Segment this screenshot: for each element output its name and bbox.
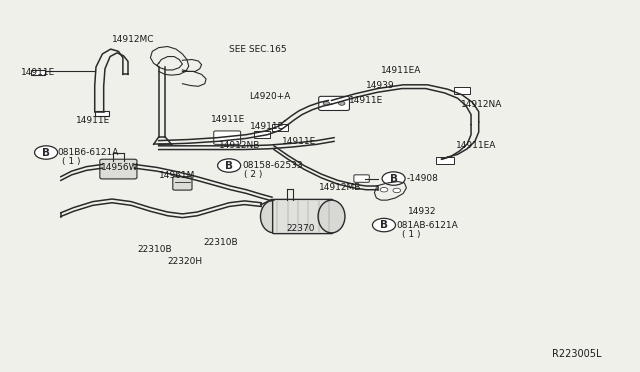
Bar (436, 157, 454, 164)
Bar (272, 124, 288, 131)
Circle shape (380, 187, 388, 192)
Bar (454, 87, 470, 94)
FancyBboxPatch shape (214, 131, 241, 144)
Circle shape (372, 218, 396, 232)
Text: L4920+A: L4920+A (250, 92, 291, 101)
Text: 14912NA: 14912NA (461, 100, 502, 109)
FancyBboxPatch shape (273, 199, 333, 234)
Ellipse shape (260, 200, 287, 233)
Text: R223005L: R223005L (552, 349, 601, 359)
Text: SEE SEC.165: SEE SEC.165 (229, 45, 287, 54)
Text: 14956W: 14956W (101, 163, 139, 172)
Text: B: B (380, 220, 388, 230)
Bar (95, 111, 109, 116)
Text: 14911E: 14911E (250, 122, 284, 131)
FancyBboxPatch shape (100, 159, 137, 179)
Text: 14932: 14932 (408, 207, 437, 216)
Circle shape (382, 172, 405, 185)
Text: 22370: 22370 (287, 224, 316, 233)
Text: ( 1 ): ( 1 ) (62, 157, 81, 166)
Text: ( 1 ): ( 1 ) (402, 230, 420, 239)
Text: B: B (225, 161, 233, 170)
Text: 14939: 14939 (366, 81, 395, 90)
Text: 14911EA: 14911EA (456, 141, 496, 150)
Text: 14911E: 14911E (349, 96, 383, 105)
Text: B: B (42, 148, 50, 157)
Text: 22310B: 22310B (138, 245, 172, 254)
Circle shape (393, 188, 401, 193)
Bar (254, 131, 270, 138)
Text: 14961M: 14961M (159, 171, 195, 180)
Text: 14911E: 14911E (282, 137, 316, 146)
Circle shape (339, 102, 345, 105)
Ellipse shape (318, 200, 345, 233)
Text: 14911EA: 14911EA (381, 66, 421, 75)
Text: 14911E: 14911E (211, 115, 246, 124)
FancyBboxPatch shape (319, 96, 349, 110)
Text: 081B6-6121A: 081B6-6121A (58, 148, 119, 157)
Text: B: B (390, 174, 397, 183)
FancyBboxPatch shape (173, 177, 192, 190)
Text: 14911E: 14911E (20, 68, 55, 77)
Text: 22320H: 22320H (168, 257, 203, 266)
Text: 14912MB: 14912MB (319, 183, 361, 192)
Text: 14911E: 14911E (76, 116, 110, 125)
FancyBboxPatch shape (354, 175, 369, 182)
Circle shape (35, 146, 58, 159)
Text: 22310B: 22310B (204, 238, 238, 247)
Text: 14912MC: 14912MC (112, 35, 154, 44)
Text: 08158-62533: 08158-62533 (242, 161, 303, 170)
Circle shape (218, 159, 241, 172)
Text: -14908: -14908 (406, 174, 438, 183)
Text: 14912NB: 14912NB (219, 141, 260, 150)
Text: ( 2 ): ( 2 ) (244, 170, 263, 179)
Bar (31, 70, 45, 75)
Circle shape (323, 102, 330, 105)
Text: 081AB-6121A: 081AB-6121A (397, 221, 458, 230)
